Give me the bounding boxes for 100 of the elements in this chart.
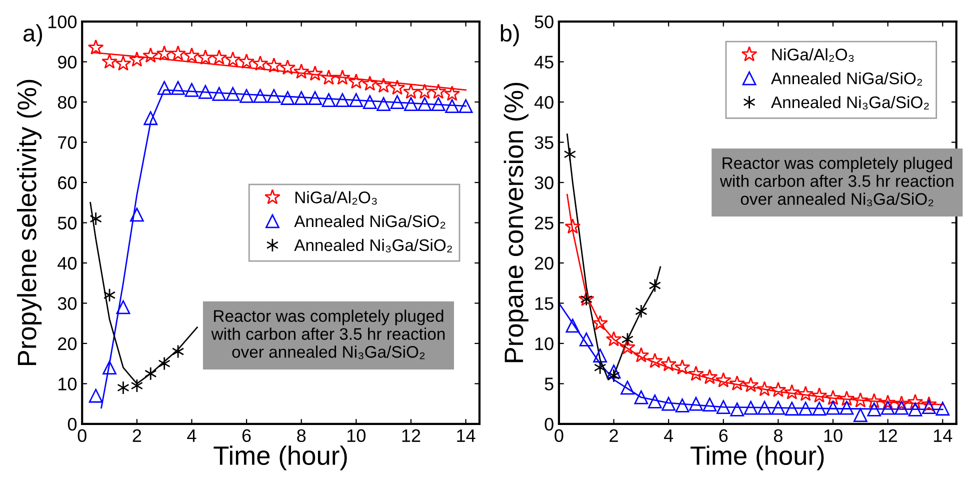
point xyxy=(715,372,732,388)
point xyxy=(102,53,118,69)
annotation: Reactor was completely pluged with carbon after 3.5 hr reaction over annealed Ni₃Ga/SiO₂ xyxy=(211,310,445,360)
point xyxy=(730,402,744,416)
x-tick-label: 0 xyxy=(554,429,564,442)
point xyxy=(579,332,594,346)
point xyxy=(458,99,473,113)
point xyxy=(689,396,703,411)
point xyxy=(130,378,144,393)
point xyxy=(444,86,460,101)
x-tick-label: 14 xyxy=(457,429,476,442)
point xyxy=(593,348,608,362)
point xyxy=(156,45,172,61)
x-tick-label: 4 xyxy=(664,429,674,442)
point xyxy=(936,402,950,416)
point xyxy=(564,147,576,162)
point xyxy=(620,339,636,354)
point xyxy=(620,380,634,395)
point xyxy=(389,80,406,95)
x-tick-label: 6 xyxy=(242,429,251,442)
point xyxy=(171,81,185,95)
chart-title: a) xyxy=(24,24,42,46)
point xyxy=(826,400,840,415)
y-tick-label: 100 xyxy=(48,15,77,28)
point xyxy=(594,360,606,375)
point xyxy=(758,400,772,415)
legend-label: Annealed NiGa/SiO₂ xyxy=(294,214,446,228)
point xyxy=(838,390,855,406)
point xyxy=(116,300,130,314)
y-tick-label: 30 xyxy=(534,176,554,190)
y-tick-label: 80 xyxy=(58,96,77,109)
point xyxy=(267,89,281,103)
point xyxy=(142,47,159,63)
y-tick-label: 50 xyxy=(58,216,77,230)
point xyxy=(376,97,391,111)
point xyxy=(157,81,172,95)
point xyxy=(729,375,746,391)
x-tick-label: 8 xyxy=(774,429,782,442)
x-axis-title: Time (hour) xyxy=(690,446,824,470)
x-tick-label: 8 xyxy=(297,429,306,442)
point xyxy=(431,97,446,111)
point xyxy=(606,331,622,346)
y-tick-label: 25 xyxy=(534,216,554,230)
x-tick-label: 10 xyxy=(824,429,842,442)
point xyxy=(564,218,581,234)
y-tick-label: 45 xyxy=(534,56,554,69)
y-tick-label: 40 xyxy=(534,96,554,109)
point xyxy=(908,402,922,416)
x-tick-label: 12 xyxy=(879,429,897,442)
point xyxy=(784,402,799,416)
legend-label: Annealed NiGa/SiO₂ xyxy=(771,72,922,86)
y-axis-title: Propylene selectivity (%) xyxy=(16,80,42,366)
point xyxy=(293,64,310,79)
point xyxy=(702,368,718,384)
point xyxy=(798,402,813,416)
point xyxy=(115,55,132,71)
legend-label: NiGa/Al₂O₃ xyxy=(295,191,377,205)
point xyxy=(880,400,895,415)
point xyxy=(852,392,868,408)
point xyxy=(635,304,648,318)
y-tick-label: 70 xyxy=(58,136,77,149)
point xyxy=(294,91,308,105)
point xyxy=(634,390,648,404)
point xyxy=(798,386,814,402)
point xyxy=(308,91,322,105)
point xyxy=(866,393,882,408)
point xyxy=(252,55,268,71)
y-tick-label: 15 xyxy=(535,297,554,310)
point xyxy=(404,97,418,111)
point xyxy=(238,53,254,69)
y-tick-label: 0 xyxy=(68,418,77,431)
point xyxy=(334,70,350,85)
point xyxy=(117,380,130,395)
point xyxy=(224,51,241,67)
point xyxy=(416,84,433,99)
x-tick-label: 2 xyxy=(132,429,142,442)
point xyxy=(660,356,677,372)
y-axis-title: Propane conversion (%) xyxy=(504,82,528,362)
point xyxy=(445,99,460,113)
point xyxy=(348,74,364,89)
point xyxy=(811,387,828,403)
point xyxy=(716,400,730,414)
point xyxy=(648,394,662,408)
y-tick-label: 20 xyxy=(58,337,77,350)
point xyxy=(880,394,896,410)
point xyxy=(430,84,446,99)
point xyxy=(170,45,186,61)
x-tick-label: 6 xyxy=(719,429,728,442)
point xyxy=(88,388,103,403)
point xyxy=(675,398,690,412)
point xyxy=(674,359,690,374)
point xyxy=(894,400,908,415)
point xyxy=(744,400,758,415)
point xyxy=(184,47,200,63)
point xyxy=(211,49,228,65)
point xyxy=(390,95,404,109)
point xyxy=(226,87,240,101)
point xyxy=(920,396,937,412)
point xyxy=(280,91,295,105)
x-axis-title: Time (hour) xyxy=(214,446,347,470)
